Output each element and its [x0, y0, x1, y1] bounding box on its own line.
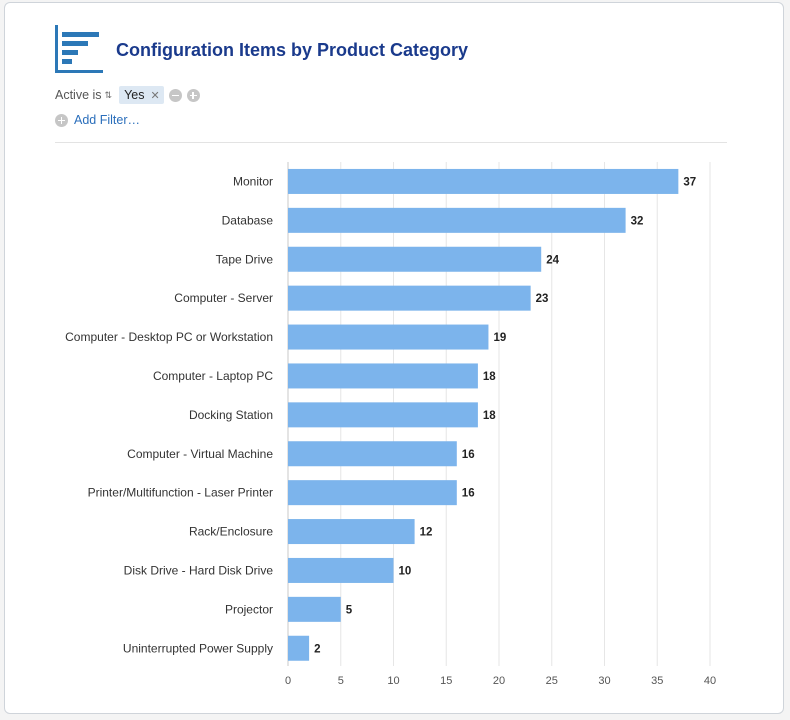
add-filter-label: Add Filter… [74, 113, 140, 127]
bar-chart-report-icon [55, 25, 103, 73]
value-label: 16 [462, 488, 475, 500]
value-label: 10 [399, 565, 412, 577]
add-filter-icon [55, 113, 68, 127]
value-label: 5 [346, 604, 353, 616]
bar [288, 402, 478, 428]
filter-value-chip[interactable]: Yes ✕ [119, 86, 164, 104]
add-filter-button[interactable]: Add Filter… [55, 113, 140, 127]
category-label: Tape Drive [216, 252, 274, 266]
x-tick-label: 10 [387, 675, 399, 687]
category-label: Uninterrupted Power Supply [123, 641, 273, 655]
bar [288, 635, 310, 661]
value-label: 32 [631, 215, 644, 227]
category-label: Monitor [233, 174, 273, 188]
value-label: 12 [420, 527, 433, 539]
bar [288, 596, 341, 622]
bar [288, 324, 489, 350]
value-label: 37 [683, 176, 696, 188]
bar [288, 519, 415, 545]
category-label: Docking Station [189, 408, 273, 422]
x-tick-label: 35 [651, 675, 663, 687]
x-tick-label: 40 [704, 675, 716, 687]
value-label: 16 [462, 449, 475, 461]
add-condition-icon[interactable] [186, 88, 200, 102]
bar [288, 363, 478, 389]
filter-condition: Active is ⇅ Yes ✕ [55, 85, 200, 105]
bar [288, 246, 542, 272]
category-label: Printer/Multifunction - Laser Printer [88, 486, 273, 500]
category-label: Disk Drive - Hard Disk Drive [124, 563, 274, 577]
x-tick-label: 30 [598, 675, 610, 687]
x-tick-label: 20 [493, 675, 505, 687]
x-tick-label: 0 [285, 675, 291, 687]
divider [55, 142, 727, 143]
x-tick-label: 25 [546, 675, 558, 687]
filter-field-label: Active is [55, 88, 102, 102]
x-tick-label: 5 [338, 675, 344, 687]
bar [288, 207, 626, 233]
remove-condition-icon[interactable] [168, 88, 182, 102]
report-header: Configuration Items by Product Category [55, 25, 735, 77]
remove-value-icon[interactable]: ✕ [150, 89, 160, 102]
bar [288, 285, 531, 311]
category-label: Projector [225, 602, 273, 616]
category-label: Computer - Desktop PC or Workstation [65, 330, 273, 344]
sort-arrows-icon: ⇅ [104, 89, 113, 100]
filter-value-label: Yes [124, 88, 145, 102]
bar [288, 557, 394, 583]
value-label: 19 [493, 332, 506, 344]
bar [288, 168, 679, 194]
x-tick-label: 15 [440, 675, 452, 687]
report-title: Configuration Items by Product Category [116, 40, 469, 60]
value-label: 18 [483, 410, 496, 422]
value-label: 24 [546, 254, 559, 266]
category-label: Computer - Server [174, 291, 273, 305]
value-label: 2 [314, 643, 320, 655]
bar [288, 480, 457, 506]
category-label: Database [222, 213, 274, 227]
bar [288, 441, 457, 467]
category-label: Rack/Enclosure [189, 525, 273, 539]
value-label: 23 [536, 293, 549, 305]
value-label: 18 [483, 371, 496, 383]
category-label: Computer - Virtual Machine [127, 447, 273, 461]
filter-field-selector[interactable]: Active is ⇅ [55, 88, 112, 102]
category-label: Computer - Laptop PC [153, 369, 273, 383]
